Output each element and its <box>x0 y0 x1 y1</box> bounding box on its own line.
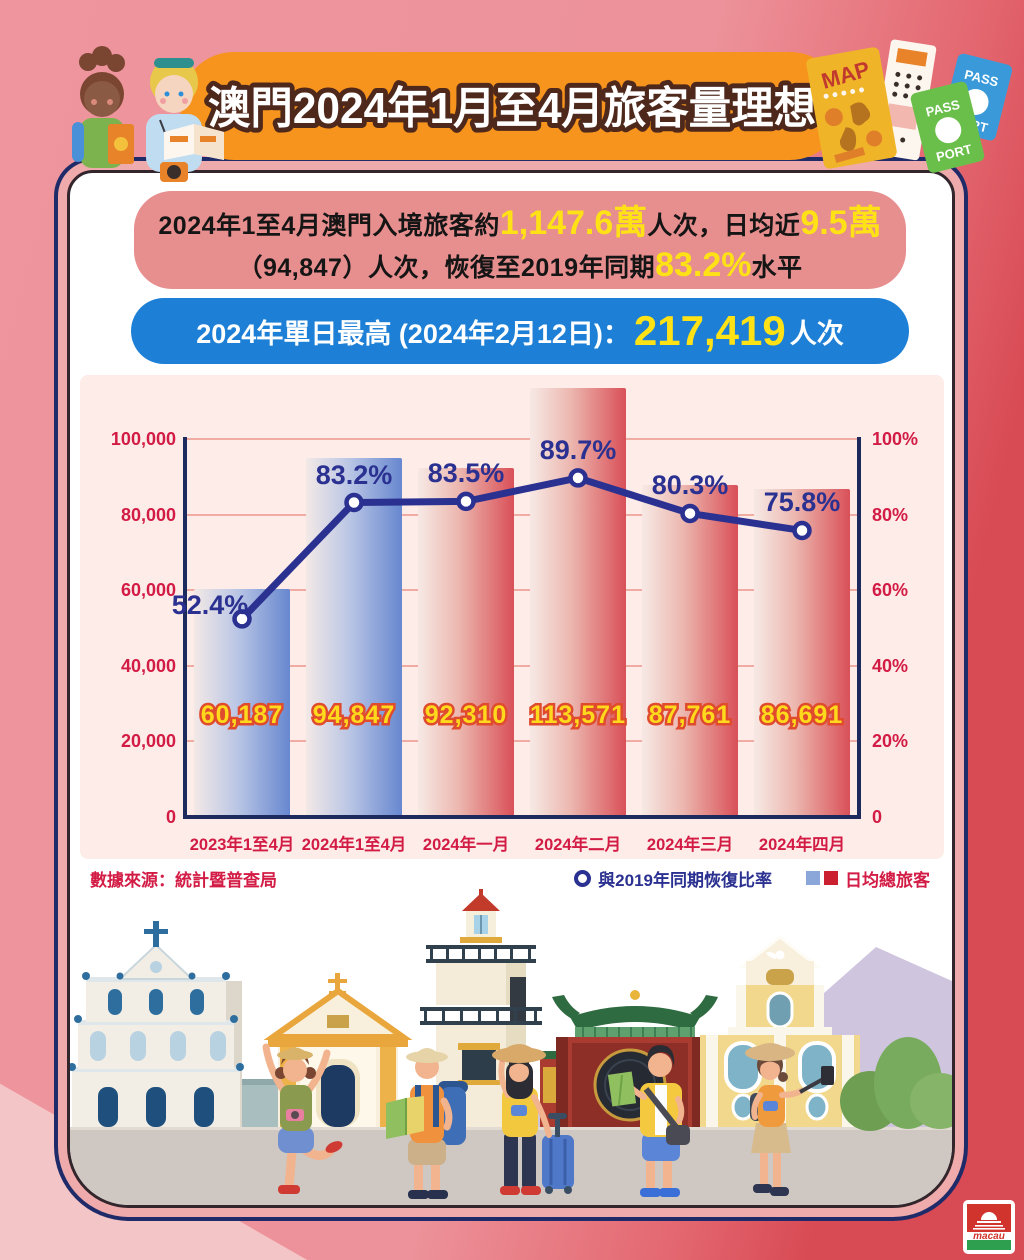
x-axis-tick: 2024年一月 <box>422 836 510 854</box>
traveler-man <box>146 58 224 182</box>
y-axis-tick-left: 100,000 <box>110 429 176 449</box>
bar-value-label: 113,571 <box>528 699 628 732</box>
map-booklet: MAP <box>806 47 897 169</box>
line-point-label: 75.8% <box>763 487 841 518</box>
chart-legend: 與2019年同期恢復比率 日均總旅客 <box>574 866 930 891</box>
y-axis-tick-left: 20,000 <box>120 731 176 752</box>
blue-bar-swatch-icon <box>806 871 820 885</box>
legend-bars-label: 日均總旅客 <box>845 870 930 890</box>
bar-value-label: 86,691 <box>758 699 844 732</box>
passport-green: PASS PORT <box>910 81 985 173</box>
travel-documents-illustration: MAP PASS PORT PASS PORT <box>806 39 1013 173</box>
bar-red <box>530 387 626 817</box>
line-point-label: 80.3% <box>651 470 729 501</box>
bar-value-label: 87,761 <box>646 699 732 732</box>
page-title: 澳門2024年1月至4月旅客量理想 <box>208 84 816 133</box>
chart-panel: 0 0 20,000 20% 40,000 40% 60,000 60% 80,000 80% 10… <box>80 375 944 859</box>
macau-tourism-logo: macau <box>963 1200 1015 1254</box>
bar-blue <box>306 458 402 817</box>
bar-red <box>642 485 738 817</box>
recovery-rate-line <box>232 468 812 629</box>
tourist-selfie-girl <box>745 1043 834 1196</box>
y-axis-tick-left: 60,000 <box>120 580 176 601</box>
gridline <box>186 664 858 667</box>
y-axis-left <box>183 437 187 819</box>
summary-value-total: 1,147.6萬 <box>499 204 648 242</box>
tourist-jumping-girl <box>262 1043 343 1194</box>
line-marker <box>232 609 252 629</box>
gridline <box>186 513 858 516</box>
summary-text: 2024年1至4月澳門入境旅客約 <box>158 212 500 240</box>
line-marker-icon <box>574 869 592 887</box>
x-axis <box>183 815 859 819</box>
bushes <box>840 1037 952 1131</box>
line-marker <box>792 520 812 541</box>
tourist-map-boy <box>607 1045 690 1197</box>
summary-line-1: 2024年1至4月澳門入境旅客約 1,147.6萬 人次，日均近 9.5萬 <box>158 195 881 244</box>
tourist-suitcase-woman <box>492 1044 574 1195</box>
daily-record-box: 2024年單日最高 (2024年2月12日)： 217,419 人次 <box>131 298 909 364</box>
y-axis-tick-right: 60% <box>872 580 909 601</box>
record-value: 217,419 <box>633 307 786 354</box>
line-marker <box>568 468 588 488</box>
y-axis-tick-left: 0 <box>165 807 176 827</box>
y-axis-tick-right: 40% <box>872 655 909 676</box>
summary-text: 水平 <box>751 254 803 282</box>
ruins-of-st-pauls <box>70 921 244 1127</box>
summary-text: 人次，日均近 <box>647 212 801 240</box>
y-axis-tick-right: 80% <box>872 504 909 525</box>
record-suffix: 人次 <box>789 318 844 349</box>
line-marker <box>344 492 364 513</box>
bar-red <box>418 468 514 817</box>
macau-skyline-scene <box>70 889 952 1205</box>
gridline <box>186 589 858 592</box>
summary-value-recovery: 83.2% <box>655 246 752 284</box>
line-point-label: 83.5% <box>427 458 505 489</box>
bar-line-chart: 0 0 20,000 20% 40,000 40% 60,000 60% 80,000 80% 10… <box>80 375 944 859</box>
x-axis-tick: 2024年二月 <box>534 836 622 854</box>
bar-value-label: 92,310 <box>422 699 508 732</box>
line-point-label: 89.7% <box>539 434 617 465</box>
logo-text: macau <box>973 1231 1005 1242</box>
bar-value-label: 94,847 <box>310 699 396 732</box>
summary-value-daily: 9.5萬 <box>800 204 882 242</box>
y-axis-tick-right: 0 <box>872 807 883 827</box>
line-point-label: 52.4% <box>171 589 249 620</box>
title-banner: 澳門2024年1月至4月旅客量理想 <box>180 52 844 160</box>
bar-value-label: 60,187 <box>198 699 284 732</box>
gridline <box>186 740 858 743</box>
ama-temple <box>534 990 726 1127</box>
travelers-illustration <box>72 46 224 182</box>
summary-text: （94,847）人次，恢復至2019年同期 <box>237 254 656 282</box>
red-bar-swatch-icon <box>824 871 838 885</box>
x-axis-tick: 2024年1至4月 <box>301 836 407 854</box>
data-source: 數據來源：統計暨普查局 <box>90 870 277 890</box>
x-axis-tick: 2024年三月 <box>646 836 734 854</box>
gridline <box>186 438 858 440</box>
summary-line-2: （94,847）人次，恢復至2019年同期 83.2% 水平 <box>237 246 802 285</box>
line-marker <box>680 503 700 524</box>
y-axis-tick-left: 40,000 <box>120 655 176 676</box>
y-axis-tick-right: 100% <box>872 429 919 449</box>
summary-box: 2024年1至4月澳門入境旅客約 1,147.6萬 人次，日均近 9.5萬 （94,8… <box>134 191 906 289</box>
legend-item-line: 與2019年同期恢復比率 <box>574 866 772 891</box>
legend-item-bars: 日均總旅客 <box>806 866 930 891</box>
y-axis-tick-left: 80,000 <box>120 504 176 525</box>
y-axis-right <box>857 437 861 819</box>
traveler-kid <box>72 46 134 168</box>
tourist-map-man <box>386 1048 468 1199</box>
x-axis-tick: 2023年1至4月 <box>189 836 295 854</box>
legend-line-label: 與2019年同期恢復比率 <box>598 870 772 890</box>
legend-row: 數據來源：統計暨普查局 與2019年同期恢復比率 日均總旅客 <box>90 865 930 891</box>
bar-red <box>754 489 850 817</box>
record-prefix: 2024年單日最高 (2024年2月12日)： <box>196 318 630 349</box>
x-axis-tick: 2024年四月 <box>758 836 846 854</box>
content-card: 2024年1至4月澳門入境旅客約 1,147.6萬 人次，日均近 9.5萬 （94,8… <box>67 170 955 1208</box>
line-marker <box>456 491 476 512</box>
y-axis-tick-right: 20% <box>872 731 909 752</box>
line-point-label: 83.2% <box>315 459 393 490</box>
